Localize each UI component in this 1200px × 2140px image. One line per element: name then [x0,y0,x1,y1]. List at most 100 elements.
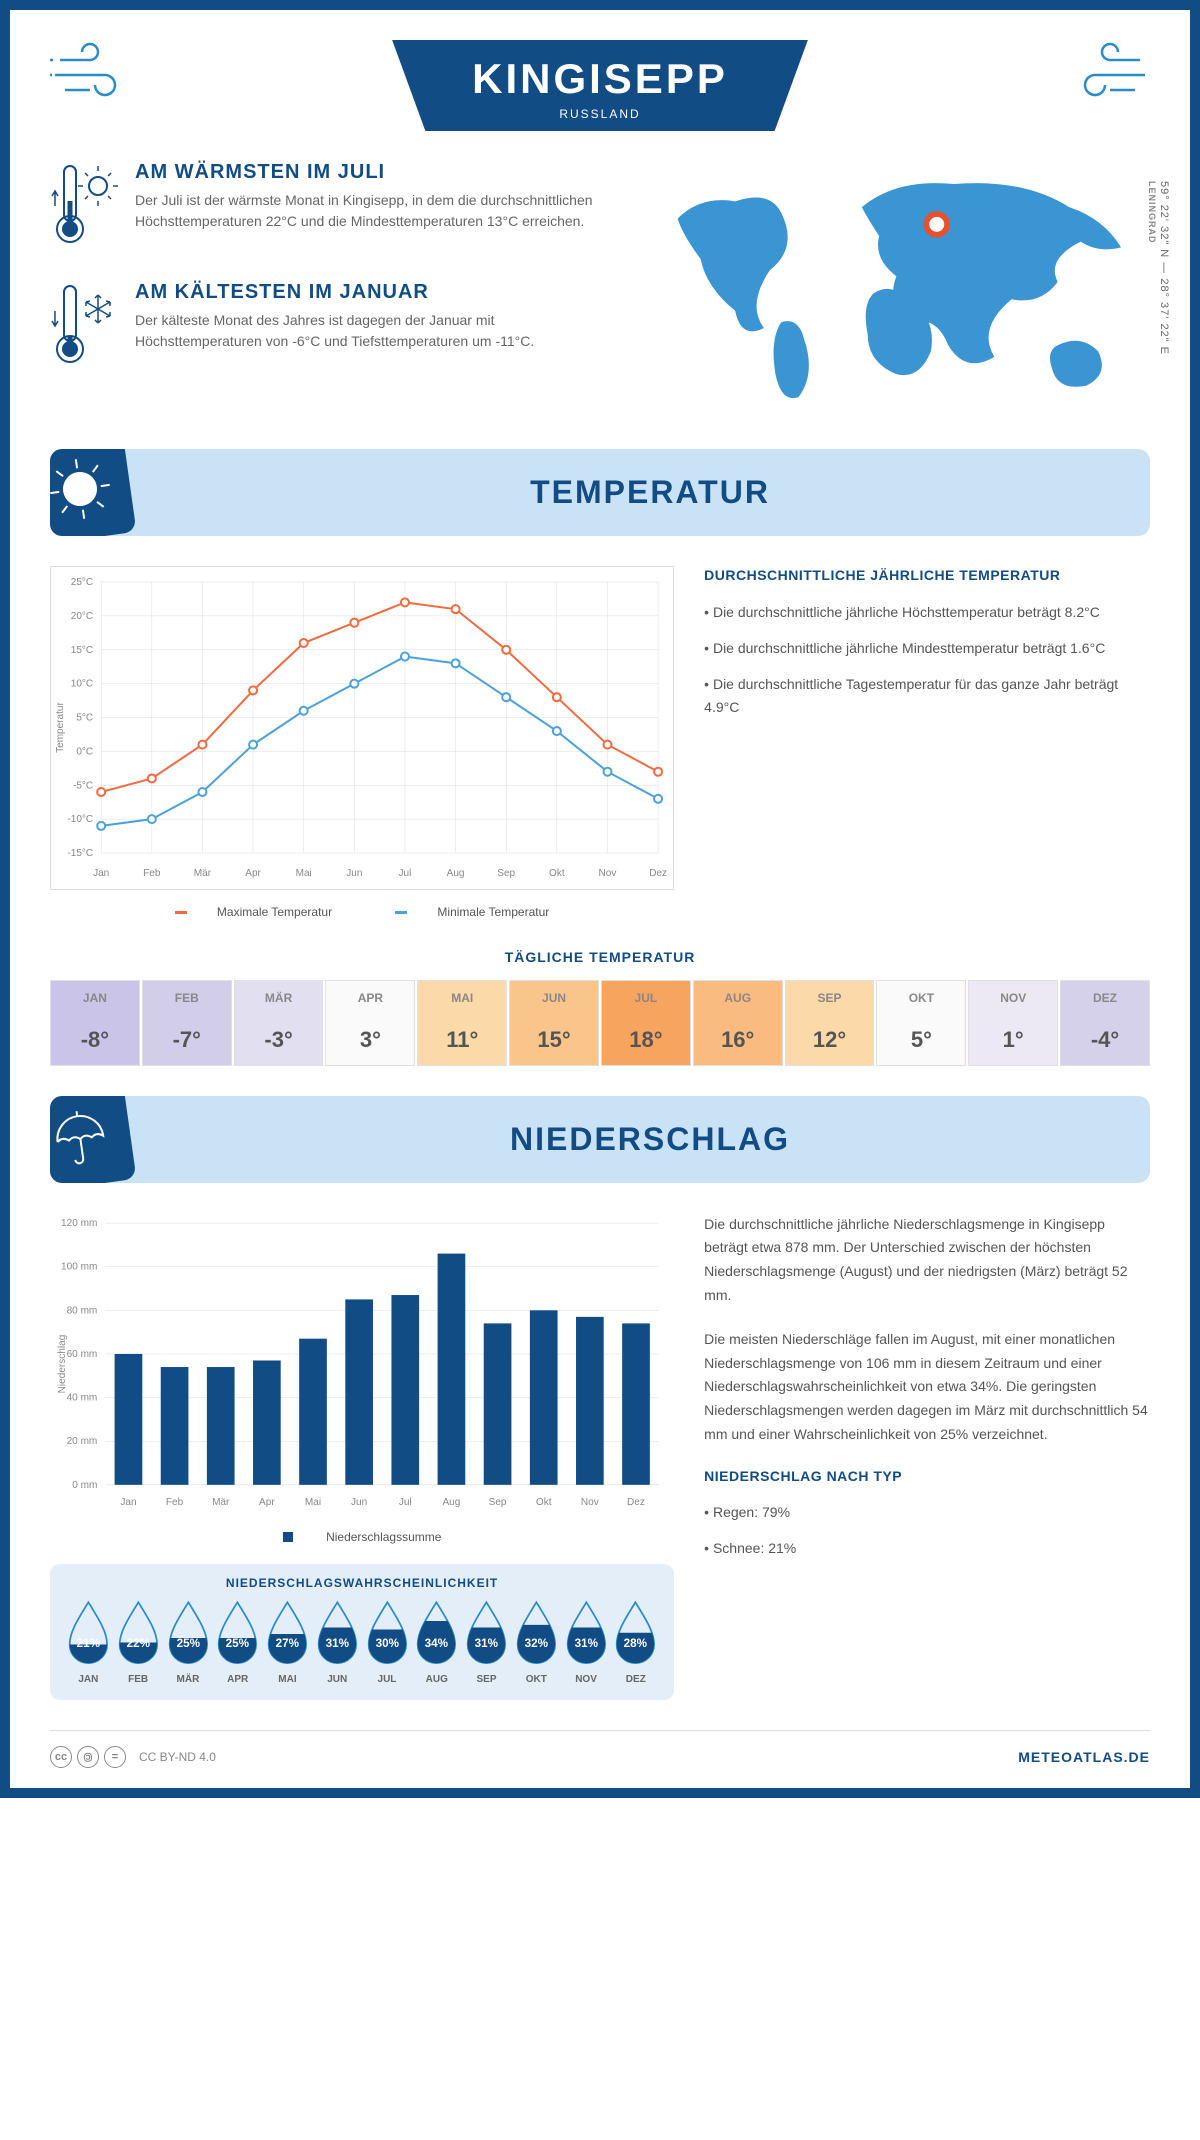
infographic-container: KINGISEPP RUSSLAND AM WÄRMSTEN IM JULI D… [0,0,1200,1798]
precip-prob-box: NIEDERSCHLAGSWAHRSCHEINLICHKEIT 21% JAN … [50,1564,674,1700]
svg-text:34%: 34% [425,1636,449,1649]
svg-text:20°C: 20°C [71,611,93,622]
month-cell: JUN15° [509,980,599,1066]
section-title-precip: NIEDERSCHLAG [180,1121,1120,1158]
svg-text:Mär: Mär [212,1496,230,1507]
svg-text:31%: 31% [326,1636,350,1649]
month-cell: SEP12° [785,980,875,1066]
svg-text:120 mm: 120 mm [61,1218,97,1229]
svg-text:25°C: 25°C [71,577,93,588]
svg-text:20 mm: 20 mm [67,1436,98,1447]
temp-stats: DURCHSCHNITTLICHE JÄHRLICHE TEMPERATUR •… [704,566,1150,918]
svg-text:25%: 25% [226,1636,250,1649]
svg-text:Dez: Dez [627,1496,645,1507]
sun-icon [50,449,136,536]
facts-column: AM WÄRMSTEN IM JULI Der Juli ist der wär… [50,161,613,419]
drop-item: 25% MÄR [165,1600,212,1685]
month-cell: OKT5° [876,980,966,1066]
svg-text:Jan: Jan [93,868,109,879]
section-header-precip: NIEDERSCHLAG [50,1096,1150,1183]
svg-text:Niederschlag: Niederschlag [57,1334,68,1393]
svg-text:Aug: Aug [447,868,465,879]
svg-text:Mai: Mai [296,868,312,879]
license-text: CC BY-ND 4.0 [139,1750,216,1764]
drop-item: 31% SEP [463,1600,510,1685]
drop-item: 31% NOV [563,1600,610,1685]
month-cell: JAN-8° [50,980,140,1066]
month-cell: JUL18° [601,980,691,1066]
precip-p2: Die meisten Niederschläge fallen im Augu… [704,1328,1150,1447]
svg-text:40 mm: 40 mm [67,1392,98,1403]
svg-text:32%: 32% [525,1636,549,1649]
umbrella-icon [50,1096,136,1183]
warmest-fact: AM WÄRMSTEN IM JULI Der Juli ist der wär… [50,161,613,256]
svg-text:Nov: Nov [581,1496,599,1507]
temp-stat-2: • Die durchschnittliche jährliche Mindes… [704,637,1150,661]
drop-item: 30% JUL [364,1600,411,1685]
month-cell: MAI11° [417,980,507,1066]
temp-chart-row: -15°C-10°C-5°C0°C5°C10°C15°C20°C25°CJanF… [50,566,1150,918]
temp-stats-title: DURCHSCHNITTLICHE JÄHRLICHE TEMPERATUR [704,566,1150,586]
precip-type-title: NIEDERSCHLAG NACH TYP [704,1467,1150,1487]
month-cell: AUG16° [693,980,783,1066]
svg-text:-10°C: -10°C [67,815,93,826]
precipitation-bar-chart: 0 mm20 mm40 mm60 mm80 mm100 mm120 mmJanF… [50,1213,674,1515]
precip-text: Die durchschnittliche jährliche Niedersc… [704,1213,1150,1700]
svg-text:Mär: Mär [194,868,212,879]
svg-text:-5°C: -5°C [73,781,93,792]
daily-temp-title: TÄGLICHE TEMPERATUR [50,949,1150,965]
month-cell: NOV1° [968,980,1058,1066]
precip-p1: Die durchschnittliche jährliche Niedersc… [704,1213,1150,1308]
precip-prob-title: NIEDERSCHLAGSWAHRSCHEINLICHKEIT [65,1576,659,1590]
svg-text:0 mm: 0 mm [72,1479,97,1490]
city-title: KINGISEPP [472,55,728,103]
drop-item: 31% JUN [314,1600,361,1685]
svg-text:Okt: Okt [536,1496,552,1507]
section-title-temp: TEMPERATUR [180,474,1120,511]
svg-text:Jun: Jun [346,868,362,879]
svg-text:15°C: 15°C [71,645,93,656]
brand: METEOATLAS.DE [1018,1749,1150,1765]
month-cell: APR3° [325,980,415,1066]
cc-license: cc 🄯 = CC BY-ND 4.0 [50,1746,216,1768]
world-map [643,161,1150,414]
svg-text:Apr: Apr [245,868,261,879]
temp-stat-3: • Die durchschnittliche Tagestemperatur … [704,673,1150,721]
month-cell: MÄR-3° [234,980,324,1066]
temp-chart-container: -15°C-10°C-5°C0°C5°C10°C15°C20°C25°CJanF… [50,566,674,918]
drop-item: 34% AUG [413,1600,460,1685]
drop-item: 28% DEZ [612,1600,659,1685]
svg-text:Jun: Jun [351,1496,367,1507]
info-row: AM WÄRMSTEN IM JULI Der Juli ist der wär… [50,161,1150,419]
header: KINGISEPP RUSSLAND [50,40,1150,131]
warmest-title: AM WÄRMSTEN IM JULI [135,161,613,184]
coldest-fact: AM KÄLTESTEN IM JANUAR Der kälteste Mona… [50,281,613,376]
temperature-line-chart: -15°C-10°C-5°C0°C5°C10°C15°C20°C25°CJanF… [50,566,674,889]
svg-text:Apr: Apr [259,1496,275,1507]
country-subtitle: RUSSLAND [472,107,728,121]
nd-icon: = [104,1746,126,1768]
drop-row: 21% JAN 22% FEB 25% MÄR 25% APR 27% MAI … [65,1600,659,1685]
coldest-text: Der kälteste Monat des Jahres ist dagege… [135,310,613,352]
svg-text:10°C: 10°C [71,679,93,690]
drop-item: 22% FEB [115,1600,162,1685]
title-banner: KINGISEPP RUSSLAND [392,40,808,131]
coordinates: 59° 22' 32" N — 28° 37' 22" E LENINGRAD [1146,181,1170,355]
temp-legend: Maximale Temperatur Minimale Temperatur [50,905,674,919]
wind-icon-right [1060,40,1150,115]
svg-text:Jul: Jul [399,868,412,879]
svg-text:Sep: Sep [489,1496,507,1507]
by-icon: 🄯 [77,1746,99,1768]
precip-chart-container: 0 mm20 mm40 mm60 mm80 mm100 mm120 mmJanF… [50,1213,674,1700]
precip-legend: Niederschlagssumme [50,1530,674,1544]
drop-item: 27% MAI [264,1600,311,1685]
map-column: 59° 22' 32" N — 28° 37' 22" E LENINGRAD [643,161,1150,419]
thermometer-hot-icon [50,161,120,256]
svg-text:Feb: Feb [166,1496,184,1507]
svg-text:Feb: Feb [143,868,161,879]
svg-text:31%: 31% [574,1636,598,1649]
svg-text:21%: 21% [77,1636,101,1649]
svg-text:0°C: 0°C [76,747,93,758]
precip-snow: • Schnee: 21% [704,1537,1150,1561]
svg-text:-15°C: -15°C [67,848,93,859]
